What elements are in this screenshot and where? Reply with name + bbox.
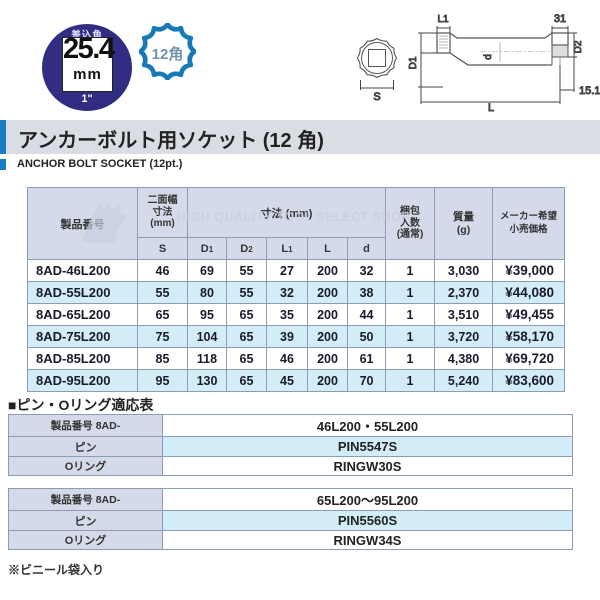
svg-text:S: S [373,91,380,103]
svg-text:d: d [483,54,494,60]
svg-text:L1: L1 [437,14,449,25]
svg-text:D2: D2 [573,40,584,53]
svg-text:15.1: 15.1 [579,85,600,97]
svg-text:D1: D1 [408,56,419,69]
svg-text:31: 31 [554,13,566,25]
svg-text:L: L [488,102,494,112]
